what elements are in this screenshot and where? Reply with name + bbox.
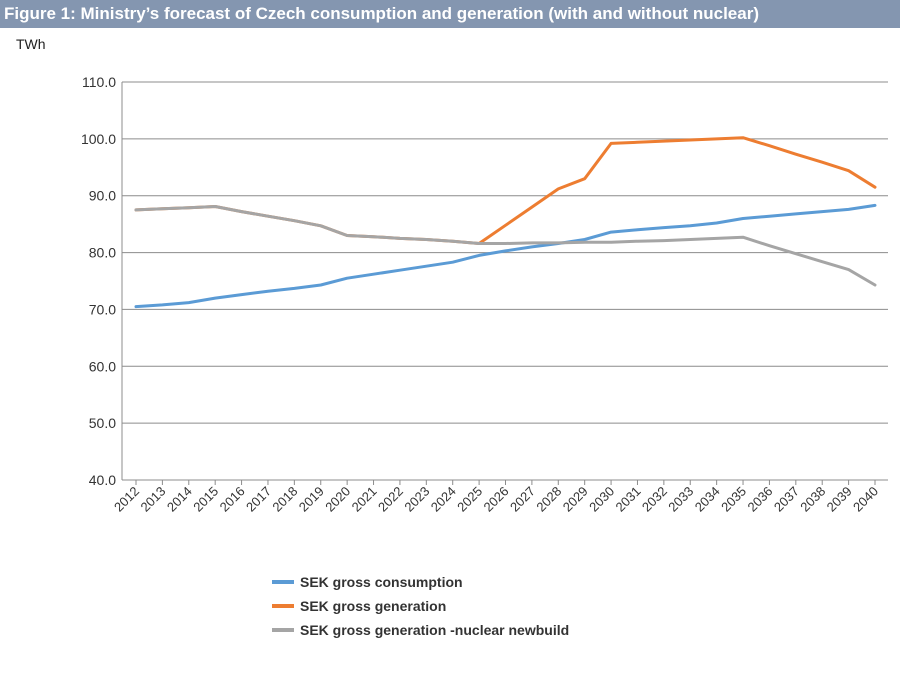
legend-swatch — [272, 580, 294, 584]
x-tick-label: 2021 — [349, 484, 380, 515]
legend-item: SEK gross generation -nuclear newbuild — [272, 618, 569, 642]
series-line — [134, 203, 877, 309]
y-tick-label: 90.0 — [89, 188, 116, 204]
x-tick-label: 2031 — [613, 484, 644, 515]
x-tick-label: 2039 — [824, 484, 855, 515]
x-tick-label: 2029 — [560, 484, 591, 515]
x-tick-label: 2028 — [533, 484, 564, 515]
x-tick-label: 2030 — [586, 484, 617, 515]
y-axis-unit-label: TWh — [16, 36, 46, 52]
y-tick-label: 80.0 — [89, 245, 116, 261]
x-tick-label: 2032 — [639, 484, 670, 515]
x-tick-label: 2026 — [481, 484, 512, 515]
x-tick-label: 2025 — [454, 484, 485, 515]
y-tick-label: 40.0 — [89, 472, 116, 488]
x-tick-label: 2036 — [744, 484, 775, 515]
y-tick-label: 100.0 — [81, 131, 116, 147]
x-tick-label: 2034 — [692, 484, 723, 515]
x-tick-label: 2018 — [269, 484, 300, 515]
x-tick-label: 2013 — [137, 484, 168, 515]
legend-item: SEK gross generation — [272, 594, 569, 618]
legend-swatch — [272, 604, 294, 608]
x-tick-label: 2033 — [665, 484, 696, 515]
legend-item: SEK gross consumption — [272, 570, 569, 594]
y-tick-label: 50.0 — [89, 415, 116, 431]
x-tick-label: 2016 — [217, 484, 248, 515]
y-tick-label: 60.0 — [89, 358, 116, 374]
legend-label: SEK gross generation -nuclear newbuild — [300, 622, 570, 638]
y-tick-label: 110.0 — [82, 74, 116, 90]
x-tick-label: 2022 — [375, 484, 406, 515]
x-tick-label: 2040 — [850, 484, 881, 515]
x-tick-label: 2019 — [296, 484, 327, 515]
x-tick-label: 2015 — [190, 484, 221, 515]
x-tick-label: 2017 — [243, 484, 274, 515]
y-tick-label: 70.0 — [89, 301, 116, 317]
x-tick-label: 2012 — [111, 484, 142, 515]
legend-label: SEK gross consumption — [300, 574, 463, 590]
x-tick-label: 2038 — [797, 484, 828, 515]
legend-label: SEK gross generation — [300, 598, 447, 614]
x-tick-label: 2014 — [164, 484, 195, 515]
figure-title: Figure 1: Ministry’s forecast of Czech c… — [0, 0, 900, 28]
x-tick-label: 2027 — [507, 484, 538, 515]
x-tick-label: 2020 — [322, 484, 353, 515]
legend-swatch — [272, 628, 294, 632]
x-tick-label: 2024 — [428, 484, 459, 515]
line-chart: 40.050.060.070.080.090.0100.0110.0201220… — [81, 74, 888, 515]
series-line — [134, 205, 877, 287]
chart-legend: SEK gross consumption SEK gross generatio… — [272, 570, 569, 642]
x-tick-label: 2023 — [401, 484, 432, 515]
series-line — [134, 136, 877, 245]
x-tick-label: 2035 — [718, 484, 749, 515]
x-tick-label: 2037 — [771, 484, 802, 515]
